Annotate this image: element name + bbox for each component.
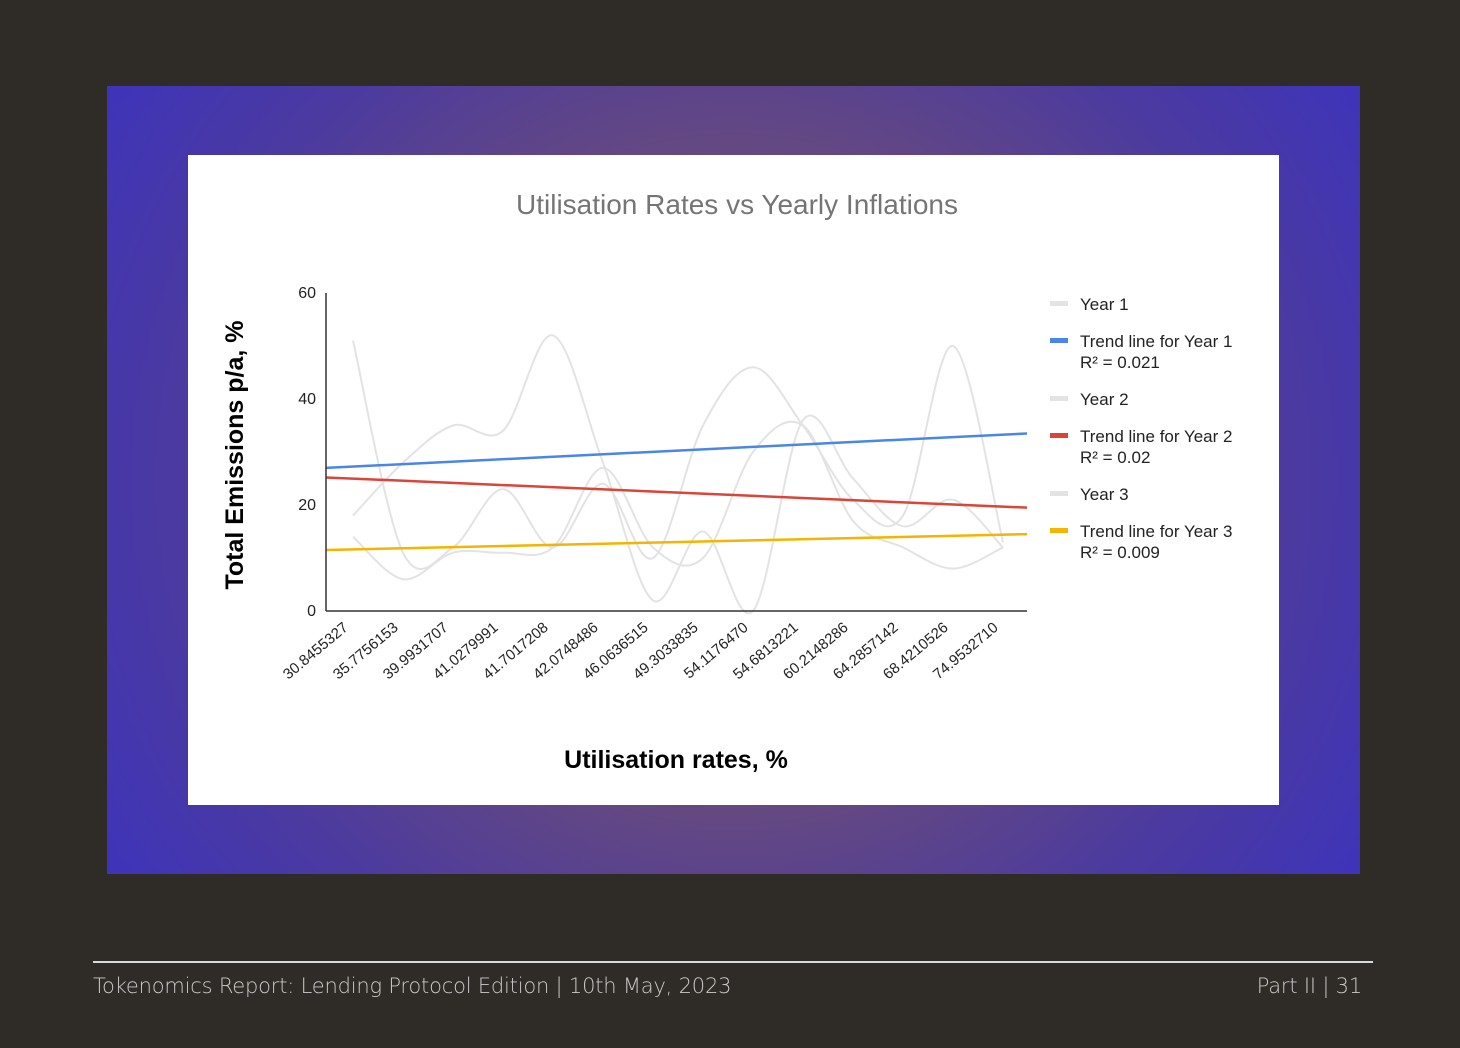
legend-trend-year-1-label: Trend line for Year 1 [1080, 332, 1232, 351]
y-tick-label: 0 [307, 603, 316, 620]
footer-page-number: Part II | 31 [1256, 974, 1362, 998]
chart-title: Utilisation Rates vs Yearly Inflations [516, 189, 958, 220]
y-tick-label: 60 [298, 285, 316, 302]
chart: Utilisation Rates vs Yearly Inflations T… [221, 189, 1232, 774]
legend-year-3-label: Year 3 [1080, 485, 1129, 504]
legend-trend-year-2-swatch [1050, 433, 1068, 438]
legend-trend-year-3-swatch [1050, 528, 1068, 533]
legend-year-3-swatch [1050, 491, 1068, 496]
x-axis-title: Utilisation rates, % [564, 746, 788, 774]
legend-year-1-swatch [1050, 301, 1068, 306]
series-line-year-3 [352, 420, 1004, 581]
series-line-year-1 [352, 340, 1004, 570]
legend-trend-year-3-label: Trend line for Year 3 [1080, 522, 1232, 541]
trend-line-year-1 [325, 432, 1028, 470]
chart-card: Utilisation Rates vs Yearly Inflations T… [188, 155, 1279, 805]
y-tick-label: 20 [298, 497, 316, 514]
trendline-group [325, 432, 1028, 552]
legend-trend-year-2-label: Trend line for Year 2 [1080, 427, 1232, 446]
legend-year-1-label: Year 1 [1080, 295, 1129, 314]
legend-year-2-swatch [1050, 396, 1068, 401]
legend-year-2-label: Year 2 [1080, 390, 1129, 409]
legend: Year 1 Trend line for Year 1 R² = 0.021 Yea… [1050, 295, 1232, 562]
data-series-group [352, 334, 1004, 615]
trend-line-year-2 [325, 476, 1028, 509]
legend-trend-year-2-r2-label: R² = 0.02 [1080, 448, 1150, 467]
footer-report-title: Tokenomics Report: Lending Protocol Edit… [93, 974, 732, 998]
x-tick-group: 30.845532735.775615339.993170741.0279991… [280, 619, 1002, 683]
series-line-year-2 [352, 334, 1004, 615]
y-axis-title: Total Emissions p/a, % [221, 320, 249, 589]
footer-divider [93, 961, 1373, 963]
legend-trend-year-1-r2-label: R² = 0.021 [1080, 353, 1160, 372]
y-tick-group: 0 20 40 60 [298, 285, 316, 620]
y-tick-label: 40 [298, 391, 316, 408]
legend-trend-year-1-swatch [1050, 338, 1068, 343]
legend-trend-year-3-r2-label: R² = 0.009 [1080, 543, 1160, 562]
trend-line-year-3 [325, 532, 1028, 552]
